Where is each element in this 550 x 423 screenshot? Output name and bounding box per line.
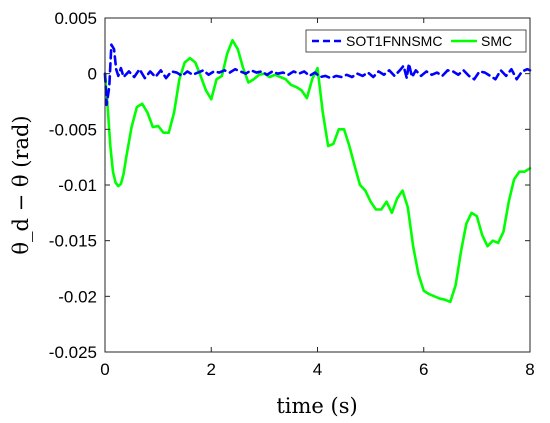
legend-label-sot1fnnsmc: SOT1FNNSMC: [346, 33, 442, 49]
y-tick-label: 0.005: [54, 9, 97, 28]
x-tick-label: 8: [525, 360, 534, 379]
y-tick-label: -0.005: [49, 120, 97, 139]
y-tick-label: -0.02: [58, 287, 97, 306]
series-line-sot1fnnsmc: [103, 43, 532, 107]
y-tick-label: 0: [88, 65, 97, 84]
series-line-smc: [103, 38, 532, 304]
ticks-layer: 0 2 4 6 8 0.005 0 -0.005 -0.01 -0.015 -0.02 -0.025: [49, 9, 535, 379]
legend-box: [305, 29, 527, 53]
y-tick-label: -0.01: [58, 176, 97, 195]
x-axis-label: time (s): [276, 394, 357, 418]
legend: SOT1FNNSMC SMC: [305, 29, 527, 53]
y-axis-label: θ_d − θ (rad): [9, 115, 33, 254]
legend-label-smc: SMC: [481, 33, 512, 49]
series-layer: [103, 38, 532, 304]
x-tick-label: 6: [419, 360, 428, 379]
y-tick-label: -0.025: [49, 343, 97, 362]
x-tick-label: 4: [313, 360, 322, 379]
y-tick-label: -0.015: [49, 232, 97, 251]
x-tick-label: 2: [207, 360, 216, 379]
x-tick-label: 0: [100, 360, 109, 379]
